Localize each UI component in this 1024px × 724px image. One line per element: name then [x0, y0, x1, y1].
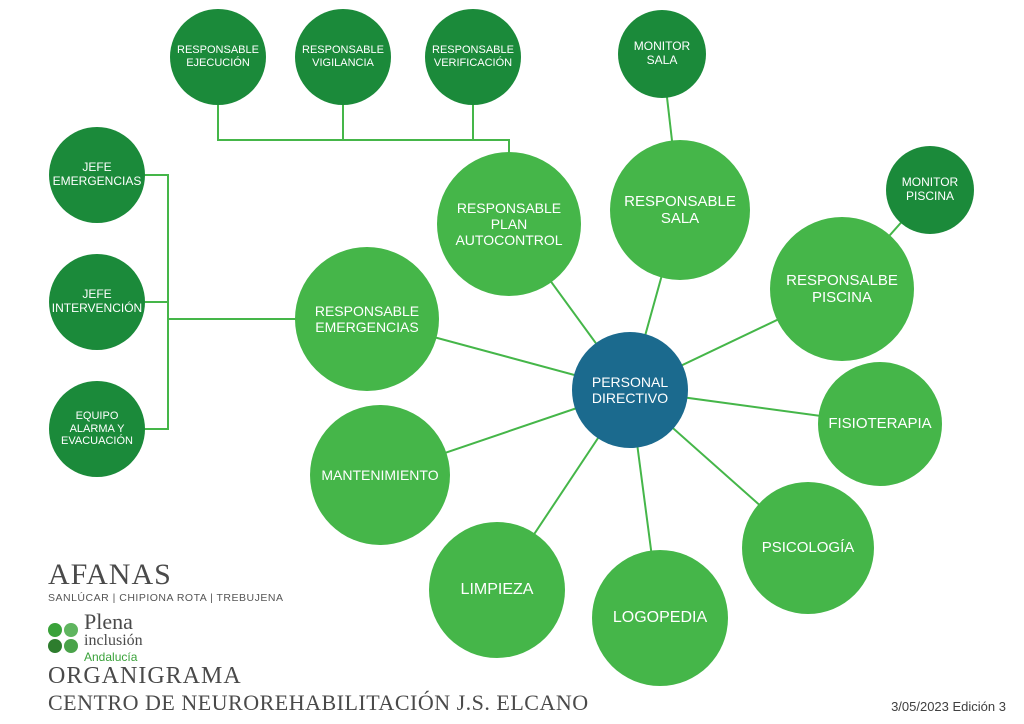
- node-label: RESPONSALBE PISCINA: [776, 272, 908, 307]
- node-resp-emergencias: RESPONSABLE EMERGENCIAS: [295, 247, 439, 391]
- node-label: MANTENIMIENTO: [321, 467, 438, 483]
- node-resp-piscina: RESPONSALBE PISCINA: [770, 217, 914, 361]
- node-label: LIMPIEZA: [461, 581, 534, 599]
- clover-icon: [48, 623, 78, 653]
- afanas-logo-text: AFANAS: [48, 558, 283, 592]
- title-line1: ORGANIGRAMA: [48, 663, 589, 690]
- node-label: RESPONSABLE EMERGENCIAS: [301, 303, 433, 335]
- node-label: FISIOTERAPIA: [828, 415, 931, 432]
- node-jefe-emergencias: JEFE EMERGENCIAS: [49, 127, 145, 223]
- node-label: LOGOPEDIA: [613, 609, 707, 627]
- plena-text: Plena inclusión Andalucía: [84, 612, 143, 664]
- node-personal-directivo: PERSONAL DIRECTIVO: [572, 332, 688, 448]
- node-logopedia: LOGOPEDIA: [592, 550, 728, 686]
- node-label: PSICOLOGÍA: [762, 539, 855, 556]
- node-fisioterapia: FISIOTERAPIA: [818, 362, 942, 486]
- node-limpieza: LIMPIEZA: [429, 522, 565, 658]
- node-jefe-intervencion: JEFE INTERVENCIÓN: [49, 254, 145, 350]
- node-resp-sala: RESPONSABLE SALA: [610, 140, 750, 280]
- node-label: RESPONSABLE PLAN AUTOCONTROL: [443, 200, 575, 248]
- node-equipo-alarma: EQUIPO ALARMA Y EVACUACIÓN: [49, 381, 145, 477]
- node-monitor-sala: MONITOR SALA: [618, 10, 706, 98]
- plena-line3: Andalucía: [84, 650, 143, 664]
- logo-block: AFANAS SANLÚCAR | CHIPIONA ROTA | TREBUJ…: [48, 558, 283, 664]
- plena-line2: inclusión: [84, 632, 143, 650]
- plena-line1: Plena: [84, 612, 143, 632]
- node-resp-verificacion: RESPONSABLE VERIFICACIÓN: [425, 9, 521, 105]
- node-mantenimiento: MANTENIMIENTO: [310, 405, 450, 545]
- node-label: EQUIPO ALARMA Y EVACUACIÓN: [55, 410, 139, 448]
- footer-date-edition: 3/05/2023 Edición 3: [891, 699, 1006, 714]
- node-label: JEFE EMERGENCIAS: [53, 161, 142, 189]
- node-label: RESPONSABLE SALA: [616, 193, 744, 228]
- title-block: ORGANIGRAMA CENTRO DE NEUROREHABILITACIÓ…: [48, 663, 589, 716]
- plena-logo: Plena inclusión Andalucía: [48, 612, 283, 664]
- afanas-subtext: SANLÚCAR | CHIPIONA ROTA | TREBUJENA: [48, 592, 283, 604]
- org-chart-canvas: AFANAS SANLÚCAR | CHIPIONA ROTA | TREBUJ…: [0, 0, 1024, 724]
- title-line2: CENTRO DE NEUROREHABILITACIÓN J.S. ELCAN…: [48, 690, 589, 716]
- node-resp-vigilancia: RESPONSABLE VIGILANCIA: [295, 9, 391, 105]
- node-psicologia: PSICOLOGÍA: [742, 482, 874, 614]
- node-resp-plan: RESPONSABLE PLAN AUTOCONTROL: [437, 152, 581, 296]
- node-label: MONITOR SALA: [624, 40, 700, 68]
- node-monitor-piscina: MONITOR PISCINA: [886, 146, 974, 234]
- node-label: PERSONAL DIRECTIVO: [578, 374, 682, 406]
- node-label: RESPONSABLE VERIFICACIÓN: [431, 44, 515, 69]
- node-label: JEFE INTERVENCIÓN: [52, 288, 142, 316]
- node-label: RESPONSABLE VIGILANCIA: [301, 44, 385, 69]
- node-resp-ejecucion: RESPONSABLE EJECUCIÓN: [170, 9, 266, 105]
- node-label: RESPONSABLE EJECUCIÓN: [176, 44, 260, 69]
- node-label: MONITOR PISCINA: [892, 176, 968, 204]
